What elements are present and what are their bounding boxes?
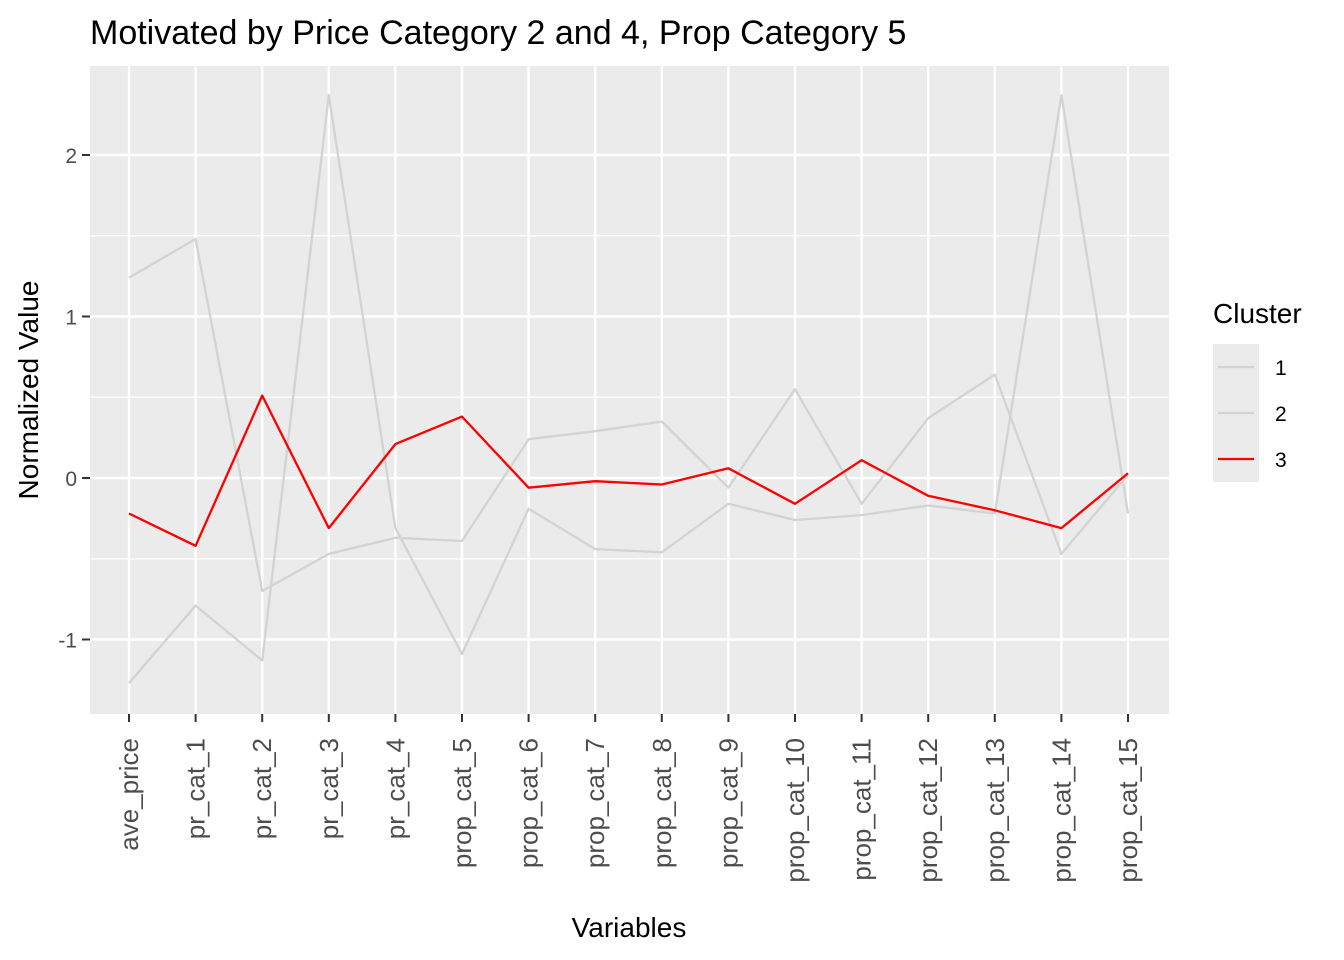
x-tick-label: prop_cat_9	[713, 738, 743, 868]
x-tick-label: pr_cat_3	[314, 738, 344, 839]
legend-label-2: 2	[1275, 403, 1287, 426]
x-tick-label: prop_cat_7	[580, 738, 610, 868]
x-tick-label: pr_cat_1	[181, 738, 211, 839]
x-tick-label: prop_cat_13	[980, 738, 1010, 883]
chart-title: Motivated by Price Category 2 and 4, Pro…	[90, 14, 906, 52]
x-tick-label: pr_cat_2	[247, 738, 277, 839]
y-tick-label: 1	[65, 307, 77, 330]
series-line-2	[128, 94, 1130, 684]
legend: Cluster 1 2 3	[1213, 298, 1302, 482]
x-axis: ave_price pr_cat_1 pr_cat_2 pr_cat_3 pr_cat_…	[114, 714, 1143, 883]
legend-label-3: 3	[1275, 449, 1287, 472]
y-tick-label: 0	[65, 468, 77, 491]
legend-label-1: 1	[1275, 357, 1287, 380]
x-tick-label: ave_price	[114, 738, 144, 851]
x-tick-label: prop_cat_12	[913, 738, 943, 883]
x-axis-title: Variables	[572, 912, 687, 943]
x-tick-label: prop_cat_5	[447, 738, 477, 868]
x-tick-label: prop_cat_14	[1046, 738, 1076, 883]
y-tick-label: 2	[65, 145, 77, 168]
x-tick-label: prop_cat_15	[1113, 738, 1143, 883]
series-line-3	[128, 394, 1129, 547]
x-tick-label: prop_cat_11	[847, 738, 877, 881]
plot-panel	[90, 66, 1169, 714]
x-tick-label: prop_cat_6	[514, 738, 544, 868]
y-tick-label: -1	[58, 630, 77, 653]
x-tick-label: prop_cat_8	[647, 738, 677, 868]
series-line-1	[128, 237, 1129, 593]
minor-grid	[90, 235, 1169, 560]
x-tick-label: pr_cat_4	[380, 738, 410, 839]
x-tick-label: prop_cat_10	[780, 738, 810, 883]
y-axis: -1 0 1 2	[58, 145, 90, 653]
series-layer	[128, 94, 1130, 684]
y-axis-title: Normalized Value	[13, 281, 44, 500]
legend-title: Cluster	[1213, 298, 1302, 329]
